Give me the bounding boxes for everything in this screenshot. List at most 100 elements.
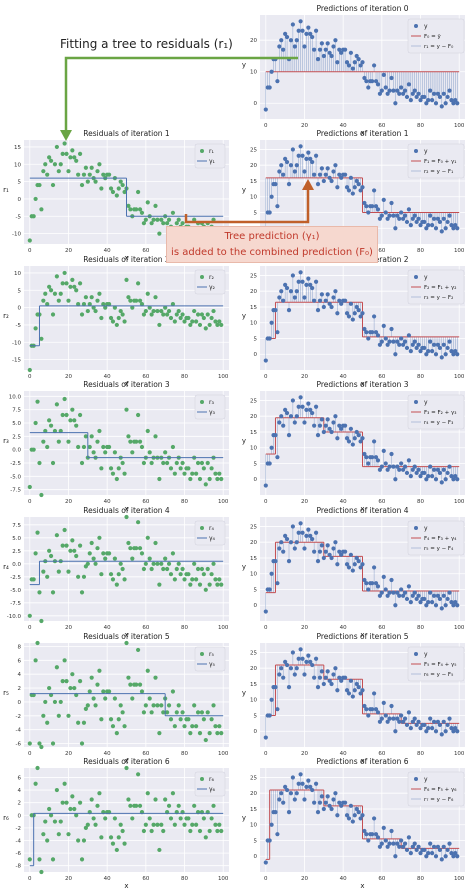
residual-point <box>122 841 127 846</box>
y-tick-label: 25 <box>250 147 257 153</box>
target-point <box>381 197 386 202</box>
target-point <box>402 339 408 344</box>
target-point <box>339 175 344 180</box>
target-point <box>300 656 305 661</box>
residual-point <box>110 841 116 846</box>
target-point <box>426 348 431 354</box>
x-tick-label: 0 <box>264 876 268 882</box>
target-point <box>292 169 297 174</box>
residual-point <box>60 151 65 156</box>
y-tick-label: 6 <box>18 775 22 781</box>
residual-point <box>43 699 48 705</box>
target-point <box>344 60 350 65</box>
residual-point <box>66 439 71 444</box>
target-point <box>447 339 452 344</box>
target-point <box>430 599 435 605</box>
target-point <box>323 800 328 805</box>
residual-point <box>205 460 210 466</box>
target-point <box>323 47 328 52</box>
residual-point <box>155 703 160 708</box>
y-axis-label: r₁ <box>3 186 9 194</box>
target-point <box>317 800 323 805</box>
residual-point <box>43 291 48 296</box>
target-point <box>393 854 398 859</box>
target-point <box>310 34 315 40</box>
target-point <box>284 662 290 668</box>
y-tick-label: 20 <box>250 666 257 672</box>
target-point <box>441 719 446 724</box>
residual-point <box>95 546 100 551</box>
residual-point <box>136 647 141 653</box>
target-point <box>284 536 290 542</box>
legend-marker-residual <box>200 149 204 153</box>
target-point <box>302 44 307 49</box>
residual-point <box>199 460 205 466</box>
legend-label-prediction: F₅ = F₄ + γ₅ <box>424 662 456 668</box>
target-point <box>414 470 419 476</box>
green-arrow-head <box>60 130 72 141</box>
residual-point <box>213 577 218 582</box>
residual-point <box>159 308 164 314</box>
residual-point <box>60 800 65 805</box>
residual-point <box>108 572 114 577</box>
residual-point <box>76 302 81 307</box>
target-point <box>366 587 371 592</box>
residual-point <box>172 822 177 827</box>
target-point <box>356 433 361 438</box>
residual-point <box>103 556 108 561</box>
residual-point <box>215 828 220 834</box>
residual-point <box>56 569 61 574</box>
y-tick-label: 10 <box>250 572 257 578</box>
residual-point <box>27 613 32 618</box>
target-point <box>451 729 456 734</box>
y-tick-label: 20 <box>250 38 257 44</box>
x-tick-label: 80 <box>417 374 424 380</box>
target-point <box>315 810 321 815</box>
residual-point <box>72 806 77 812</box>
x-axis-label: x <box>360 380 364 388</box>
target-point <box>337 298 342 303</box>
target-point <box>437 345 442 351</box>
residual-point <box>170 444 176 450</box>
target-point <box>269 320 274 325</box>
target-point <box>412 590 417 595</box>
residual-point <box>68 548 73 553</box>
x-tick-label: 0 <box>28 499 32 505</box>
residual-point <box>81 574 87 579</box>
residual-point <box>199 710 205 715</box>
y-axis-label: y <box>242 437 246 445</box>
target-point <box>325 41 330 46</box>
target-point <box>315 57 321 62</box>
target-point <box>377 467 383 472</box>
target-point <box>279 163 284 168</box>
target-point <box>426 97 431 103</box>
target-point <box>281 298 286 303</box>
legend-box <box>407 143 465 179</box>
residual-point <box>62 396 67 402</box>
residual-point <box>74 158 79 163</box>
legend-box <box>407 269 465 305</box>
residual-point <box>141 828 147 834</box>
target-point <box>418 348 423 354</box>
y-tick-label: -4 <box>16 838 22 844</box>
target-point <box>344 311 350 316</box>
residual-point <box>188 828 193 834</box>
y-axis-label: y <box>242 312 246 320</box>
target-point <box>445 219 450 225</box>
target-point <box>329 53 334 59</box>
residual-point <box>56 169 61 174</box>
y-tick-label: 5 <box>18 288 22 294</box>
target-point <box>408 850 413 856</box>
target-point <box>412 716 417 721</box>
legend-label-residual: r₅ = y − F₄ <box>424 546 454 552</box>
residual-point <box>108 315 114 321</box>
target-point <box>364 707 369 712</box>
target-point <box>395 590 400 595</box>
target-point <box>455 603 460 608</box>
residual-point <box>128 803 133 808</box>
target-point <box>348 426 353 431</box>
target-point <box>298 647 303 652</box>
residual-point <box>161 221 166 226</box>
residual-point <box>165 566 170 572</box>
target-point <box>308 659 313 665</box>
